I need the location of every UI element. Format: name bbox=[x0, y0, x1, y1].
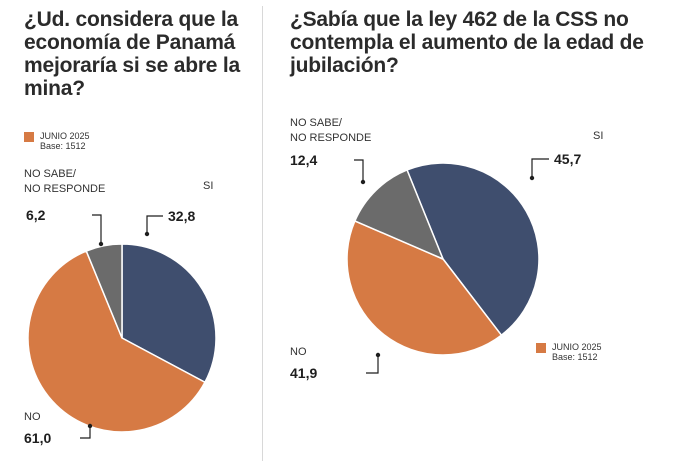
slice-label-si: SI bbox=[203, 180, 213, 192]
slice-label-no: NO bbox=[24, 411, 41, 423]
legend-base: Base: 1512 bbox=[40, 141, 86, 151]
pie-slice-si bbox=[121, 243, 217, 384]
slice-value-no: 61,0 bbox=[24, 430, 51, 446]
leader-line-no bbox=[366, 355, 379, 374]
slice-value-nsnr: 6,2 bbox=[26, 207, 46, 223]
slice-value-no: 41,9 bbox=[290, 365, 317, 381]
leader-dot-si bbox=[529, 175, 535, 181]
slice-value-si: 45,7 bbox=[554, 151, 581, 167]
pie-slice-si bbox=[406, 162, 540, 337]
panel-divider bbox=[262, 6, 263, 461]
slice-value-si: 32,8 bbox=[168, 208, 195, 224]
leader-dot-nsnr bbox=[98, 241, 104, 247]
leader-dot-nsnr bbox=[360, 179, 366, 185]
legend-swatch bbox=[536, 343, 546, 353]
leader-line-no bbox=[80, 426, 91, 439]
leader-line-si bbox=[531, 158, 549, 178]
leader-dot-no bbox=[87, 423, 93, 429]
slice-label-nsnr-line1: NO SABE/ bbox=[290, 117, 343, 129]
pie-slice-nsnr bbox=[85, 243, 123, 339]
leader-dot-si bbox=[144, 231, 150, 237]
legend: JUNIO 2025 Base: 1512 bbox=[536, 342, 602, 362]
slice-label-si: SI bbox=[593, 130, 603, 142]
slice-label-no: NO bbox=[290, 346, 307, 358]
pie-chart-economia: SI 32,8 NO SABE/ NO RESPONDE 6,2 NO 61,0 bbox=[24, 168, 217, 446]
leader-dot-no bbox=[375, 352, 381, 358]
chart-panel-ley-462: ¿Sabía que la ley 462 de la CSS no conte… bbox=[268, 0, 699, 466]
slice-label-nsnr-line2: NO RESPONDE bbox=[290, 132, 371, 144]
slice-label-nsnr-line2: NO RESPONDE bbox=[24, 183, 105, 195]
slice-label-nsnr-line1: NO SABE/ bbox=[24, 168, 77, 180]
pie-slice-no bbox=[346, 219, 503, 356]
legend: JUNIO 2025 Base: 1512 bbox=[24, 131, 90, 151]
pie-slice-no bbox=[27, 250, 206, 433]
legend-base: Base: 1512 bbox=[552, 352, 598, 362]
leader-line-si bbox=[146, 215, 163, 234]
legend-period: JUNIO 2025 bbox=[40, 131, 90, 141]
pie-slice-nsnr bbox=[353, 169, 445, 261]
leader-line-nsnr bbox=[354, 159, 364, 182]
pie-chart-ley-462: SI 45,7 NO SABE/ NO RESPONDE 12,4 NO 41,… bbox=[290, 117, 603, 381]
chart-title: ¿Ud. considera que la economía de Panamá… bbox=[24, 8, 241, 100]
chart-title: ¿Sabía que la ley 462 de la CSS no conte… bbox=[290, 8, 644, 77]
legend-period: JUNIO 2025 bbox=[552, 342, 602, 352]
chart-panel-economia: ¿Ud. considera que la economía de Panamá… bbox=[0, 0, 262, 466]
leader-line-nsnr bbox=[92, 214, 102, 244]
slice-value-nsnr: 12,4 bbox=[290, 152, 317, 168]
legend-swatch bbox=[24, 132, 34, 142]
